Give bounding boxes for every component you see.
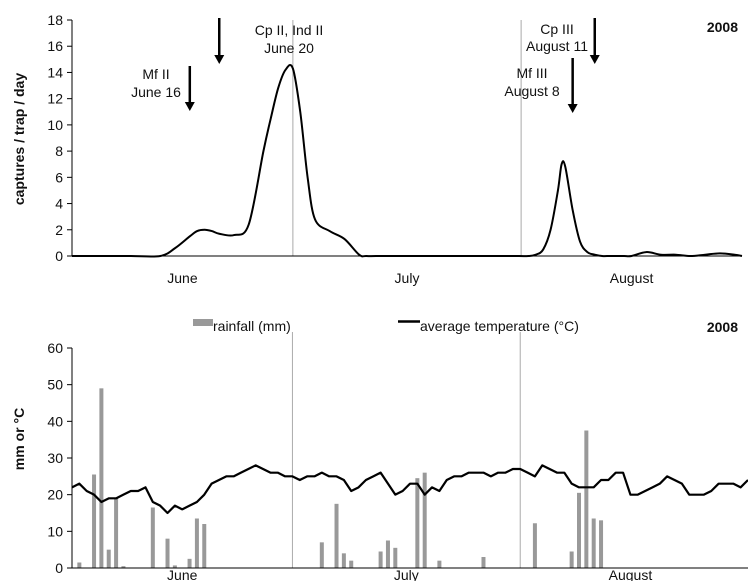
annotation-arrow-head: [184, 102, 195, 111]
top-month-label: August: [610, 270, 654, 286]
top-chart-y-axis-title: captures / trap / day: [11, 73, 27, 205]
top-y-tick-label: 6: [55, 169, 63, 185]
annotation-label: August 8: [504, 83, 559, 99]
rainfall-bar: [150, 507, 155, 568]
rainfall-bar: [532, 523, 537, 568]
temperature-line: [71, 464, 748, 515]
rainfall-bar: [385, 540, 390, 568]
rainfall-bar: [481, 557, 486, 568]
bottom-y-tick-label: 40: [47, 413, 63, 429]
annotation-label: Cp III: [540, 21, 573, 37]
rainfall-bar: [378, 551, 383, 568]
rainfall-bar: [172, 565, 177, 568]
annotation-label: Mf III: [516, 65, 547, 81]
annotation-label: Cp II, Ind II: [255, 22, 323, 38]
bottom-chart-year-label: 2008: [707, 319, 738, 335]
rainfall-bar: [319, 542, 324, 568]
top-y-tick-label: 4: [55, 196, 63, 212]
annotation-label: August 11: [526, 38, 588, 54]
top-y-tick-label: 14: [47, 64, 63, 80]
annotation-label: Mf II: [142, 66, 169, 82]
legend: rainfall (mm) average temperature (°C): [193, 318, 579, 334]
top-chart-year-label: 2008: [707, 19, 738, 35]
top-y-tick-label: 12: [47, 91, 63, 107]
rainfall-bar: [393, 547, 398, 568]
rainfall-bar: [99, 388, 104, 568]
rainfall-bar: [77, 562, 82, 568]
bottom-y-tick-label: 50: [47, 377, 63, 393]
rainfall-bar: [334, 503, 339, 568]
rainfall-bar: [599, 520, 604, 568]
rainfall-bar: [437, 560, 442, 568]
rainfall-bar: [106, 549, 111, 568]
annotation-arrow-head: [567, 104, 578, 113]
bottom-y-tick-label: 0: [55, 560, 63, 576]
rainfall-bar: [202, 524, 207, 568]
top-y-tick-label: 16: [47, 38, 63, 54]
top-month-label: June: [167, 270, 198, 286]
annotation-label: June 16: [131, 84, 181, 100]
rainfall-bar: [92, 474, 97, 568]
rainfall-bar: [577, 492, 581, 568]
rainfall-bar: [569, 551, 574, 568]
bottom-month-label: July: [394, 567, 419, 581]
top-y-tick-label: 0: [55, 248, 63, 264]
bottom-y-tick-label: 10: [47, 523, 63, 539]
top-y-tick-label: 18: [47, 12, 63, 28]
rainfall-bar: [165, 538, 170, 568]
legend-swatch-rainfall: [193, 319, 213, 326]
bottom-month-label: August: [609, 567, 653, 581]
captures-line: [71, 63, 743, 258]
rainfall-bar: [194, 518, 199, 568]
legend-label-rainfall: rainfall (mm): [213, 318, 291, 334]
rainfall-bar: [422, 472, 427, 568]
bottom-y-tick-label: 20: [47, 487, 63, 503]
bottom-y-tick-label: 30: [47, 450, 63, 466]
captures-chart: 2008 captures / trap / day 0 2 4 6 8 10 12 14 16…: [11, 12, 743, 286]
bottom-chart-y-axis-title: mm or °C: [11, 408, 27, 470]
top-y-tick-label: 2: [55, 222, 63, 238]
rainfall-bar: [114, 498, 119, 568]
bottom-y-tick-label: 60: [47, 340, 63, 356]
rainfall-bar: [591, 518, 596, 568]
rainfall-bar: [349, 560, 354, 568]
rainfall-bar: [415, 478, 420, 568]
rainfall-bar: [341, 553, 346, 568]
top-y-tick-label: 8: [55, 143, 63, 159]
legend-label-temperature: average temperature (°C): [420, 318, 579, 334]
bottom-month-label: June: [167, 567, 198, 581]
rainfall-temperature-chart: 2008 mm or °C rainfall (mm) average temp…: [11, 318, 748, 581]
rainfall-bar: [187, 558, 192, 568]
top-month-label: July: [395, 270, 420, 286]
annotation-arrow-head: [589, 55, 600, 64]
rainfall-bar: [121, 566, 126, 568]
top-y-tick-label: 10: [47, 117, 63, 133]
annotation-label: June 20: [264, 40, 314, 56]
annotation-arrow-head: [214, 55, 225, 64]
rainfall-bar: [584, 430, 589, 568]
